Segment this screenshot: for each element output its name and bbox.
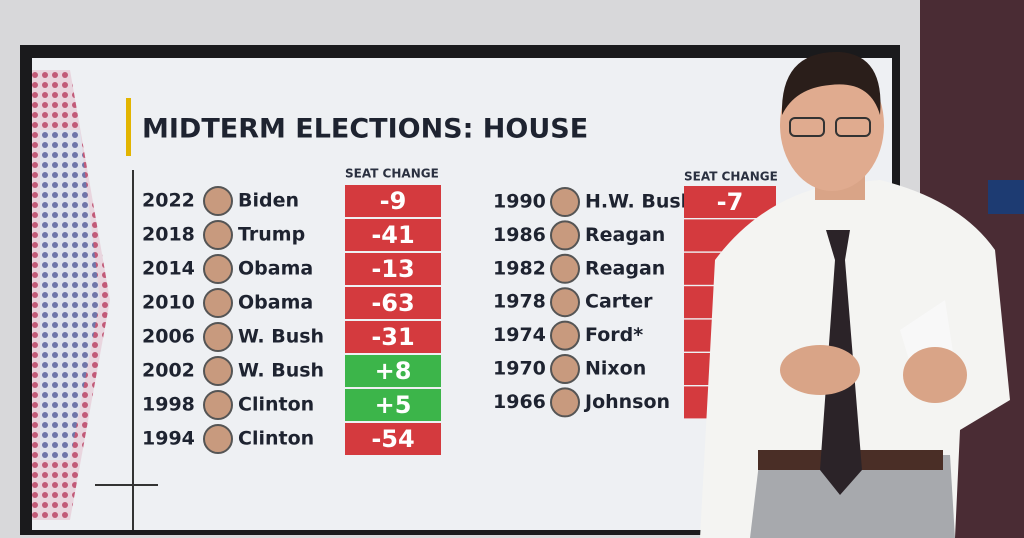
seat-change: -63 xyxy=(371,289,414,317)
seat-change: -31 xyxy=(371,323,414,351)
portrait xyxy=(203,424,233,454)
year: 1998 xyxy=(142,394,195,416)
president: Trump xyxy=(238,224,305,246)
president: W. Bush xyxy=(238,326,324,348)
seat-change: -9 xyxy=(380,187,407,215)
change-box xyxy=(684,186,776,218)
change-box xyxy=(345,185,441,217)
year: 1966 xyxy=(493,391,546,413)
president: Biden xyxy=(238,190,299,212)
president: Obama xyxy=(238,258,313,280)
year: 1986 xyxy=(493,224,546,246)
portrait xyxy=(550,320,580,351)
title-accent xyxy=(126,98,131,156)
studio-monitor xyxy=(988,180,1024,214)
title: MIDTERM ELECTIONS: HOUSE xyxy=(142,114,588,145)
president: Reagan xyxy=(585,224,665,246)
president: W. Bush xyxy=(238,360,324,382)
portrait xyxy=(203,390,233,420)
portrait xyxy=(550,253,580,284)
tables: SEAT CHANGE 2022 Biden -9 2018 Trump -41 2014 Ob… xyxy=(142,167,778,455)
change-box xyxy=(345,287,441,319)
president: Clinton xyxy=(238,394,314,416)
seat-change: -7 xyxy=(717,188,744,216)
year: 1970 xyxy=(493,358,546,380)
change-box xyxy=(345,219,441,251)
president: Ford* xyxy=(585,324,643,346)
president: Carter xyxy=(585,291,653,313)
decor-pattern xyxy=(40,130,100,460)
column-header: SEAT CHANGE xyxy=(345,167,439,181)
year: 1978 xyxy=(493,291,546,313)
portrait xyxy=(203,322,233,352)
year: 2014 xyxy=(142,258,195,280)
portrait xyxy=(203,356,233,386)
president: Nixon xyxy=(585,358,646,380)
portrait xyxy=(203,288,233,318)
portrait xyxy=(550,187,580,217)
change-box xyxy=(345,321,441,353)
president: Obama xyxy=(238,292,313,314)
year: 1982 xyxy=(493,257,546,279)
portrait xyxy=(203,186,233,216)
change-box xyxy=(345,253,441,285)
presenter xyxy=(700,51,1010,538)
president: Clinton xyxy=(238,428,314,450)
portrait xyxy=(550,220,580,251)
president: Reagan xyxy=(585,257,665,279)
president: Johnson xyxy=(583,391,670,413)
seat-change: +5 xyxy=(375,391,412,419)
seat-change: -13 xyxy=(371,255,414,283)
column-header: SEAT CHANGE xyxy=(684,170,778,184)
change-box xyxy=(345,423,441,455)
seat-change: -41 xyxy=(371,221,414,249)
year: 2010 xyxy=(142,292,195,314)
year: 2018 xyxy=(142,224,195,246)
year: 1994 xyxy=(142,428,195,450)
portrait xyxy=(550,387,580,418)
portrait xyxy=(550,354,580,384)
year: 1990 xyxy=(493,191,546,213)
change-box xyxy=(345,389,441,421)
seat-change: +8 xyxy=(375,357,412,385)
portrait xyxy=(203,220,233,250)
year: 2002 xyxy=(142,360,195,382)
portrait xyxy=(203,254,233,284)
change-box xyxy=(345,355,441,387)
year: 2006 xyxy=(142,326,195,348)
president: H.W. Bush xyxy=(585,191,694,213)
portrait xyxy=(550,287,580,318)
year: 2022 xyxy=(142,190,195,212)
year: 1974 xyxy=(493,324,546,346)
seat-change: -54 xyxy=(371,425,414,453)
